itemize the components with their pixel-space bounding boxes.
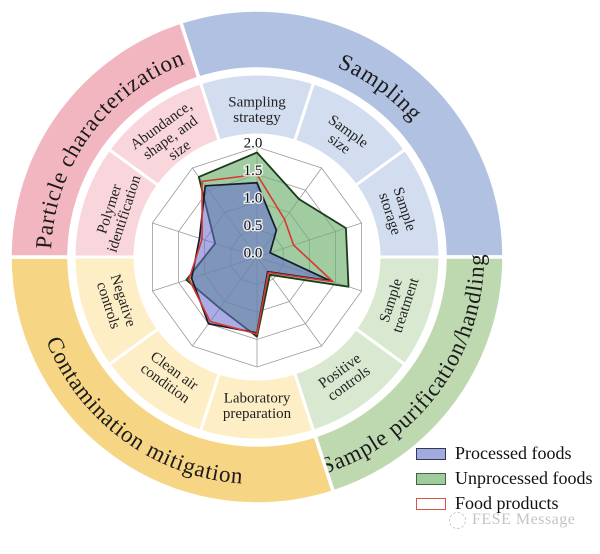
radial-tick-label: 2.0 xyxy=(244,135,263,151)
legend-label: Processed foods xyxy=(455,443,572,463)
legend-item: Processed foods xyxy=(416,441,592,466)
series-polygon-food-products xyxy=(188,173,334,335)
legend-item: Food products xyxy=(416,491,592,516)
radial-tick-label: 0.0 xyxy=(244,245,263,261)
sector-label-group: Sampling strategy xyxy=(228,94,286,126)
fese-logo-icon xyxy=(449,511,466,529)
legend-swatch-unprocessed-foods xyxy=(416,472,446,485)
legend-swatch-processed-foods xyxy=(416,447,446,460)
radial-tick-label: 1.5 xyxy=(244,163,263,179)
legend-label: Food products xyxy=(455,493,559,513)
watermark-text: FESE Message xyxy=(472,511,576,528)
radial-tick-label: 0.5 xyxy=(244,218,263,234)
legend: Processed foods Unprocessed foods Food p… xyxy=(416,441,592,516)
watermark: FESE Message xyxy=(449,511,575,529)
legend-swatch-food-products xyxy=(416,497,446,510)
legend-label: Unprocessed foods xyxy=(455,468,593,488)
sector-label-group: Laboratory preparation xyxy=(223,390,292,422)
sector-label: Sampling strategy xyxy=(228,94,286,126)
radial-tick-label: 1.0 xyxy=(244,190,263,206)
inner-sector xyxy=(106,81,222,188)
sector-label: Laboratory preparation xyxy=(223,390,292,422)
outer-group-arc xyxy=(8,19,202,259)
legend-item: Unprocessed foods xyxy=(416,466,592,491)
